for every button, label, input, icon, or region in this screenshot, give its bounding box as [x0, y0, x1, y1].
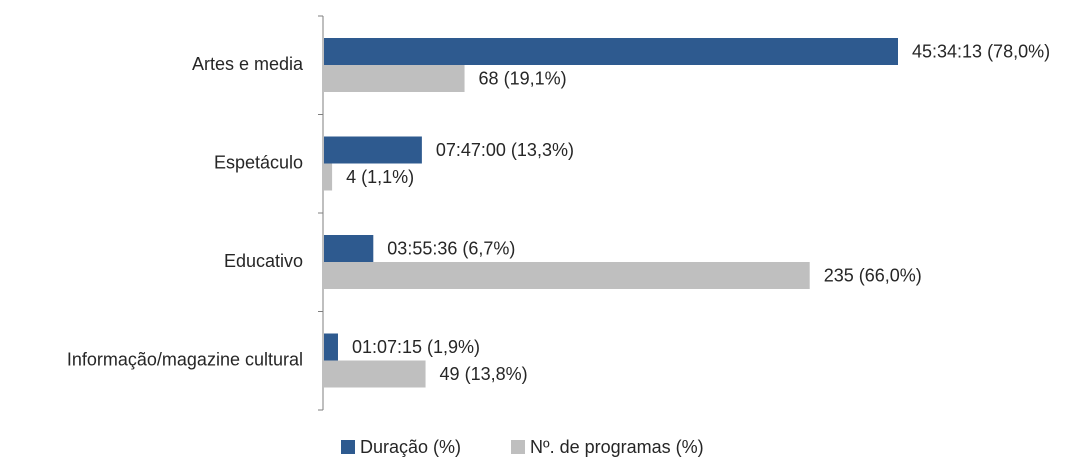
category-label: Espetáculo [214, 152, 303, 172]
bar [324, 65, 465, 92]
bar [324, 136, 422, 164]
value-label: 4 (1,1%) [346, 167, 414, 187]
category-label: Informação/magazine cultural [67, 349, 303, 369]
value-label: 235 (66,0%) [824, 265, 922, 285]
value-label: 01:07:15 (1,9%) [352, 337, 480, 357]
category-label: Educativo [224, 251, 303, 271]
legend-label: Duração (%) [360, 437, 461, 457]
legend-swatch [511, 440, 525, 454]
value-label: 68 (19,1%) [479, 68, 567, 88]
bar [324, 333, 338, 361]
bar [324, 235, 374, 262]
bar [324, 163, 333, 191]
bar [324, 360, 426, 388]
bar [324, 262, 810, 289]
value-label: 45:34:13 (78,0%) [912, 41, 1050, 61]
value-label: 49 (13,8%) [440, 364, 528, 384]
legend-swatch [341, 440, 355, 454]
value-label: 03:55:36 (6,7%) [387, 238, 515, 258]
category-label: Artes e media [192, 54, 304, 74]
legend-label: Nº. de programas (%) [530, 437, 704, 457]
value-label: 07:47:00 (13,3%) [436, 140, 574, 160]
bar [324, 38, 898, 65]
